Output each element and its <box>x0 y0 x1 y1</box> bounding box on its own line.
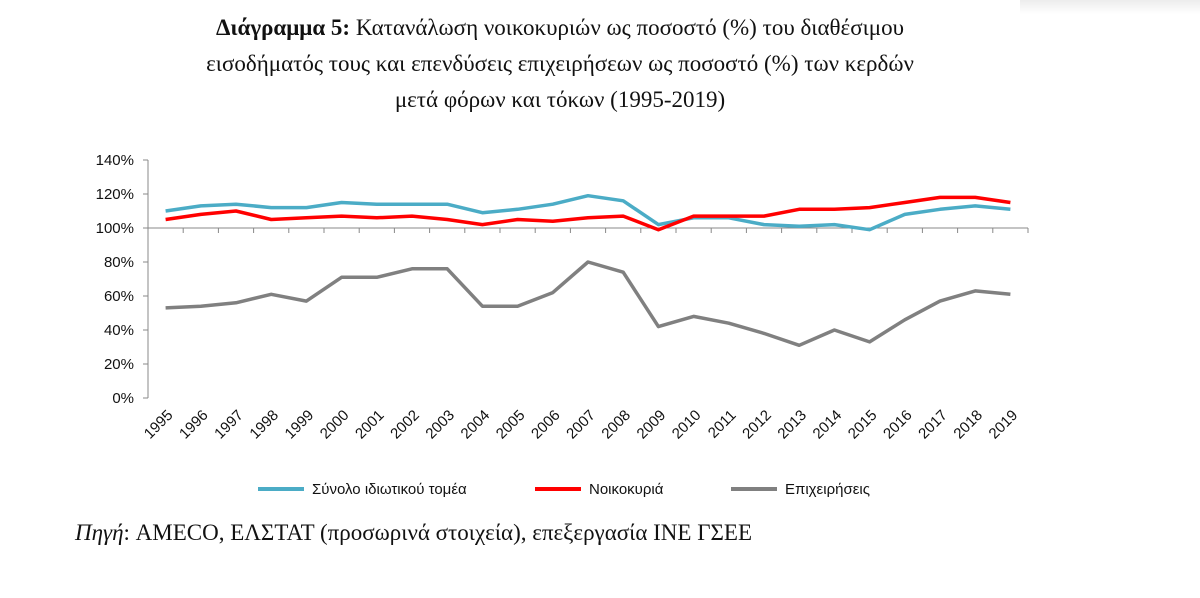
title-text-1: Κατανάλωση νοικοκυριών ως ποσοστό (%) το… <box>355 15 905 40</box>
x-tick-label-14: 2009 <box>634 407 670 443</box>
x-tick-label-16: 2011 <box>705 407 740 442</box>
x-tick-label-20: 2015 <box>845 407 881 443</box>
source-text: : AMECO, ΕΛΣΤΑΤ (προσωρινά στοιχεία), επ… <box>123 520 753 545</box>
x-tick-label-17: 2012 <box>739 407 775 443</box>
title-prefix: Διάγραμμα 5: <box>215 15 351 40</box>
x-tick-label-19: 2014 <box>810 407 846 443</box>
legend-swatch-0 <box>258 487 304 491</box>
y-tick-label-4: 80% <box>104 254 134 271</box>
x-tick-label-10: 2005 <box>493 407 529 443</box>
x-tick-label-6: 2001 <box>352 407 388 443</box>
y-tick-label-3: 60% <box>104 288 134 305</box>
title-line-1: Διάγραμμα 5: Κατανάλωση νοικοκυριών ως π… <box>60 10 1060 46</box>
x-tick-label-2: 1997 <box>211 407 247 443</box>
x-tick-label-8: 2003 <box>422 407 458 443</box>
series-lines <box>165 193 1011 348</box>
legend-label-1: Νοικοκυριά <box>589 480 664 498</box>
line-chart: 0%20%40%60%80%100%120%140% 1995 1996 1997 1… <box>96 152 1029 443</box>
legend-label-2: Επιχειρήσεις <box>785 480 870 498</box>
x-tick-label-24: 2019 <box>986 407 1022 443</box>
legend-swatch-2 <box>731 487 777 491</box>
legend-item-2: Επιχειρήσεις <box>731 474 870 504</box>
legend-item-1: Νοικοκυριά <box>535 474 663 504</box>
x-tick-label-15: 2010 <box>669 407 705 443</box>
y-tick-label-1: 20% <box>104 356 134 373</box>
series-line-0 <box>165 193 1011 232</box>
chart-title: Διάγραμμα 5: Κατανάλωση νοικοκυριών ως π… <box>60 10 1060 118</box>
top-right-shade <box>1020 0 1200 14</box>
x-tick-label-13: 2008 <box>598 407 634 443</box>
x-tick-label-11: 2006 <box>528 407 564 443</box>
legend-item-0: Σύνολο ιδιωτικού τομέα <box>258 474 467 504</box>
x-tick-label-1: 1996 <box>176 407 212 443</box>
source-note: Πηγή: AMECO, ΕΛΣΤΑΤ (προσωρινά στοιχεία)… <box>75 520 752 546</box>
x-tick-label-23: 2018 <box>950 407 986 443</box>
y-tick-label-6: 120% <box>96 186 134 203</box>
legend-swatch-1 <box>535 487 581 491</box>
series-line-2 <box>165 260 1011 348</box>
x-tick-label-22: 2017 <box>915 407 951 443</box>
x-tick-label-9: 2004 <box>458 407 494 443</box>
x-tick-label-21: 2016 <box>880 407 916 443</box>
x-tick-label-7: 2002 <box>387 407 423 443</box>
legend: Σύνολο ιδιωτικού τομέα Νοικοκυριά Επιχειρή… <box>0 474 1200 504</box>
x-tick-label-5: 2000 <box>317 407 353 443</box>
title-line-3: μετά φόρων και τόκων (1995-2019) <box>394 87 726 112</box>
title-line-2: εισοδήματός τους και επενδύσεις επιχειρή… <box>206 51 914 76</box>
x-tick-label-12: 2007 <box>563 407 599 443</box>
x-tick-label-18: 2013 <box>774 407 810 443</box>
y-tick-label-5: 100% <box>96 220 134 237</box>
legend-label-0: Σύνολο ιδιωτικού τομέα <box>312 480 467 498</box>
x-tick-label-4: 1999 <box>282 407 318 443</box>
series-line-1 <box>165 195 1011 232</box>
axes <box>143 159 1029 399</box>
x-tick-label-3: 1998 <box>246 407 282 443</box>
y-tick-label-0: 0% <box>112 390 134 407</box>
x-tick-label-0: 1995 <box>141 407 177 443</box>
y-axis-labels: 0% 20% 40% 60% 80% 100% 120% 140% <box>96 152 134 407</box>
x-axis-labels: 1995 1996 1997 1998 1999 2000 2001 2002 2003 2004… <box>141 407 1021 443</box>
y-tick-label-7: 140% <box>96 152 134 169</box>
source-label: Πηγή <box>75 520 124 545</box>
y-tick-label-2: 40% <box>104 322 134 339</box>
